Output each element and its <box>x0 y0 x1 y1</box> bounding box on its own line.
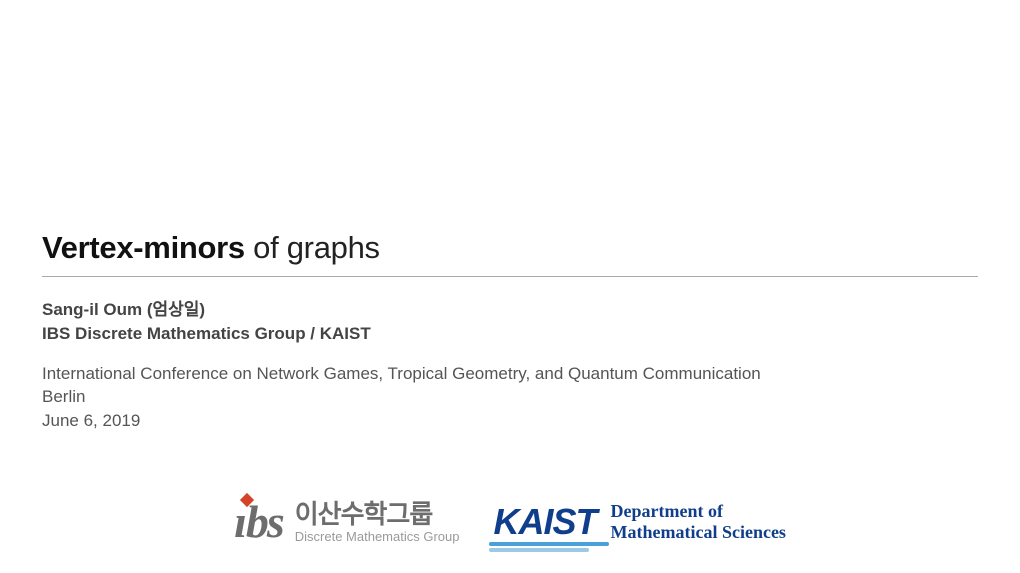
kaist-dept-line2: Mathematical Sciences <box>610 522 785 543</box>
ibs-text: 이산수학그룹 Discrete Mathematics Group <box>295 501 460 544</box>
ibs-bs: bs <box>246 499 283 545</box>
logo-row: ı bs 이산수학그룹 Discrete Mathematics Group K… <box>0 499 1020 545</box>
kaist-mark: KAIST <box>493 504 596 540</box>
slide-title: Vertex-minors of graphs <box>42 230 978 266</box>
location-line: Berlin <box>42 385 978 409</box>
ibs-logo: ı bs 이산수학그룹 Discrete Mathematics Group <box>234 499 459 545</box>
ibs-mark: ı bs <box>234 499 283 545</box>
ibs-korean: 이산수학그룹 <box>295 501 460 528</box>
title-block: Vertex-minors of graphs <box>42 230 978 285</box>
kaist-dept-line1: Department of <box>610 501 785 522</box>
kaist-underline-icon <box>489 542 609 546</box>
affiliation-line: IBS Discrete Mathematics Group / KAIST <box>42 322 978 346</box>
ibs-i-wrap: ı <box>234 499 245 545</box>
ibs-i: ı <box>234 499 245 545</box>
spacer <box>42 346 978 362</box>
title-bold: Vertex-minors <box>42 230 245 265</box>
meta-block: Sang-il Oum (엄상일) IBS Discrete Mathemati… <box>42 298 978 433</box>
author-line: Sang-il Oum (엄상일) <box>42 298 978 322</box>
title-rest: of graphs <box>245 230 380 265</box>
ibs-english: Discrete Mathematics Group <box>295 530 460 544</box>
kaist-logo: KAIST Department of Mathematical Science… <box>493 501 785 542</box>
kaist-underline2-icon <box>489 548 589 552</box>
kaist-dept: Department of Mathematical Sciences <box>610 501 785 542</box>
date-line: June 6, 2019 <box>42 409 978 433</box>
conference-line: International Conference on Network Game… <box>42 362 978 386</box>
slide: Vertex-minors of graphs Sang-il Oum (엄상일… <box>0 0 1020 573</box>
kaist-word: KAIST <box>493 501 596 542</box>
title-rule <box>42 276 978 277</box>
